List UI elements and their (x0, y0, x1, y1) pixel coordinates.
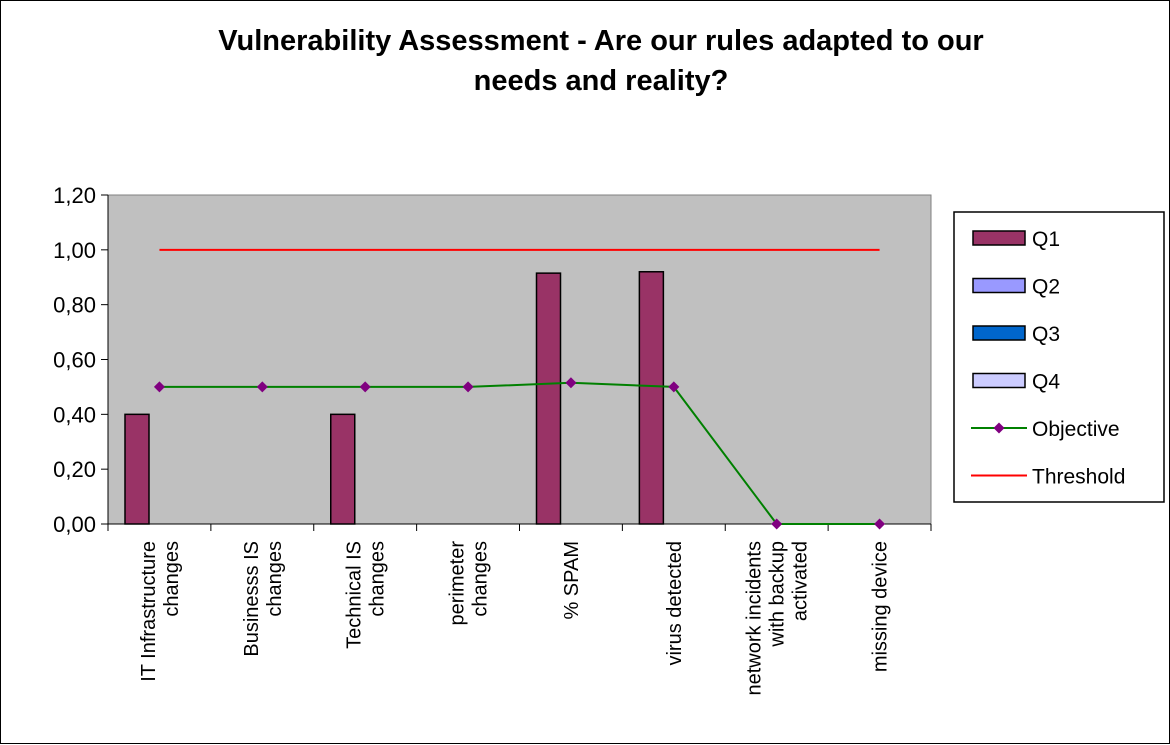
legend-label-objective: Objective (1032, 418, 1120, 441)
chart-title-line-1: Vulnerability Assessment - Are our rules… (218, 25, 983, 57)
legend-marker-objective (993, 422, 1005, 434)
x-category-label: Technical IS (344, 541, 366, 649)
legend: Q1 Q2 Q3 Q4 Objective Threshold (953, 211, 1165, 503)
x-category-label: activated (790, 541, 812, 621)
y-tick-label: 0,00 (53, 512, 96, 537)
legend-box (953, 211, 1165, 503)
x-category-label: IT Infrastructure (138, 541, 160, 682)
y-tick-label: 0,80 (53, 293, 96, 318)
x-category-label: changes (470, 541, 492, 617)
y-tick-label: 1,20 (53, 183, 96, 208)
legend-label-q3: Q3 (1032, 323, 1060, 346)
chart-title-line-2: needs and reality? (474, 65, 729, 97)
plot-area: 0,00 0,20 0,40 0,60 0,80 1,00 1,20 IT Infrastru… (53, 183, 932, 696)
x-category-label: changes (367, 541, 389, 617)
x-category-label: Businesss IS (241, 541, 263, 657)
y-tick-label: 1,00 (53, 238, 96, 263)
legend-swatch-q3 (972, 325, 1026, 341)
legend-swatch-q1 (972, 230, 1026, 246)
marker-objective (359, 381, 371, 393)
marker-objective (771, 518, 783, 530)
legend-swatch-q2 (972, 277, 1026, 294)
x-category-label: changes (264, 541, 286, 617)
y-tick-label: 0,20 (53, 457, 96, 482)
marker-objective (565, 377, 577, 389)
y-tick-label: 0,40 (53, 402, 96, 427)
legend-label-q2: Q2 (1032, 276, 1060, 299)
marker-objective (874, 518, 886, 530)
y-tick-label: 0,60 (53, 348, 96, 373)
x-category-label: network incidents (744, 541, 766, 696)
x-category-label: missing device (870, 541, 892, 672)
legend-label-q1: Q1 (1032, 228, 1060, 251)
x-category-label: with backup (767, 541, 789, 648)
bar-q1 (330, 413, 356, 525)
x-category-label: changes (161, 541, 183, 617)
marker-objective (153, 381, 165, 393)
bar-q1 (638, 271, 665, 525)
plot-background (107, 194, 932, 525)
marker-objective (668, 381, 680, 393)
x-category-label: virus detected (664, 541, 686, 666)
marker-objective (462, 381, 474, 393)
x-category-label: perimeter (447, 541, 469, 626)
legend-label-threshold: Threshold (1032, 466, 1125, 489)
bar-q1 (535, 272, 562, 525)
bar-q1 (124, 413, 150, 525)
x-category-label: % SPAM (561, 541, 583, 620)
legend-label-q4: Q4 (1032, 371, 1060, 394)
marker-objective (256, 381, 268, 393)
legend-swatch-q4 (972, 372, 1026, 389)
line-objective (159, 381, 880, 525)
